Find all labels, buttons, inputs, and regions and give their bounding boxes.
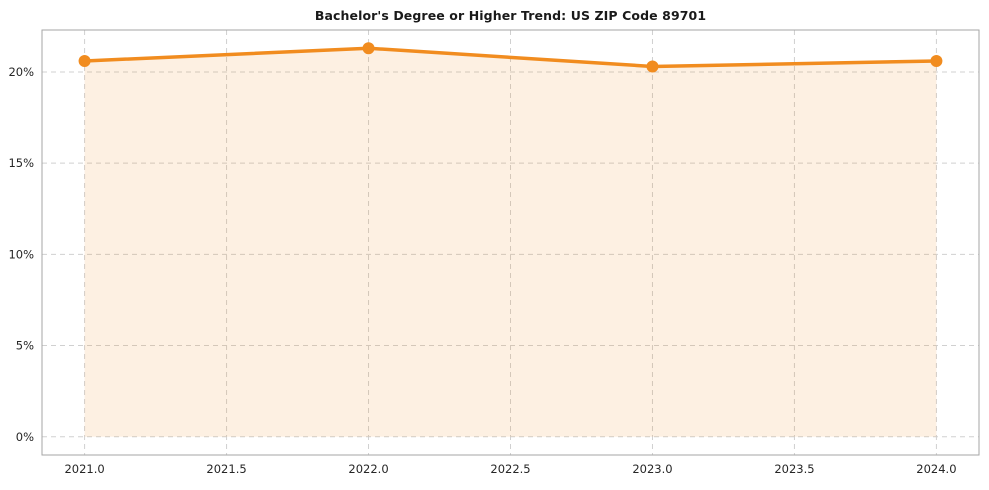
- x-tick-label: 2022.5: [490, 462, 530, 476]
- plot-border: [41, 29, 980, 456]
- data-point-marker: [646, 60, 659, 73]
- x-tick-label: 2021.0: [64, 462, 104, 476]
- data-point-marker: [362, 42, 375, 55]
- data-point-marker: [78, 55, 91, 68]
- y-tick-label: 15%: [8, 156, 34, 170]
- y-tick-label: 20%: [8, 65, 34, 79]
- trend-line: [82, 46, 939, 69]
- y-tick-label: 10%: [8, 247, 34, 261]
- x-tick-label: 2021.5: [206, 462, 246, 476]
- x-tick-label: 2023.0: [632, 462, 672, 476]
- data-point-marker: [930, 55, 943, 68]
- y-tick-label: 0%: [16, 430, 34, 444]
- x-tick-label: 2024.0: [916, 462, 956, 476]
- x-tick-label: 2023.5: [774, 462, 814, 476]
- chart-title: Bachelor's Degree or Higher Trend: US ZI…: [314, 8, 707, 23]
- area-fill: [84, 48, 937, 437]
- x-tick-label: 2022.0: [348, 462, 388, 476]
- y-tick-label: 5%: [16, 339, 34, 353]
